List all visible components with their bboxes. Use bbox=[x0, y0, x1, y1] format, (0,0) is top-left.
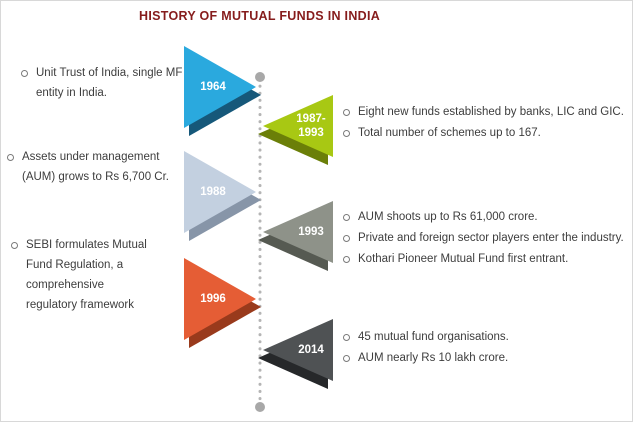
bullet-icon bbox=[11, 242, 18, 249]
arrow-2014 bbox=[258, 319, 333, 389]
notes-1964: Unit Trust of India, single MF entity in… bbox=[21, 63, 191, 104]
bullet-icon bbox=[21, 70, 28, 77]
arrow-1988 bbox=[184, 151, 261, 241]
note-item: 45 mutual fund organisations. bbox=[343, 327, 583, 347]
bullet-icon bbox=[343, 334, 350, 341]
year-label-1964: 1964 bbox=[200, 81, 226, 93]
year-label-1993: 1993 bbox=[298, 226, 324, 238]
note-item: Private and foreign sector players enter… bbox=[343, 228, 632, 248]
spine-top-dot bbox=[255, 72, 265, 82]
note-item: Total number of schemes up to 167. bbox=[343, 123, 632, 143]
note-item: SEBI formulates Mutual Fund Regulation, … bbox=[11, 235, 171, 315]
arrow-1993 bbox=[258, 201, 333, 271]
note-item: AUM nearly Rs 10 lakh crore. bbox=[343, 348, 583, 368]
bullet-icon bbox=[343, 256, 350, 263]
arrow-1964 bbox=[184, 46, 261, 136]
bullet-icon bbox=[343, 130, 350, 137]
bullet-icon bbox=[7, 154, 14, 161]
bullet-icon bbox=[343, 109, 350, 116]
year-label-1987-1993: 1987-1993 bbox=[296, 113, 326, 139]
arrow-1996 bbox=[184, 258, 261, 348]
note-item: Kothari Pioneer Mutual Fund first entran… bbox=[343, 249, 632, 269]
notes-1987-1993: Eight new funds established by banks, LI… bbox=[343, 102, 632, 144]
note-item: Eight new funds established by banks, LI… bbox=[343, 102, 632, 122]
notes-1996: SEBI formulates Mutual Fund Regulation, … bbox=[11, 235, 171, 316]
note-item: Assets under management (AUM) grows to R… bbox=[7, 147, 197, 187]
spine-bottom-dot bbox=[255, 402, 265, 412]
timeline-spine bbox=[258, 77, 262, 409]
year-label-1988: 1988 bbox=[200, 186, 226, 198]
notes-1988: Assets under management (AUM) grows to R… bbox=[7, 147, 197, 188]
note-item: AUM shoots up to Rs 61,000 crore. bbox=[343, 207, 632, 227]
note-item: Unit Trust of India, single MF entity in… bbox=[21, 63, 191, 103]
bullet-icon bbox=[343, 214, 350, 221]
year-label-1996: 1996 bbox=[200, 293, 226, 305]
notes-2014: 45 mutual fund organisations. AUM nearly… bbox=[343, 327, 583, 369]
arrow-1987-1993 bbox=[258, 95, 333, 165]
bullet-icon bbox=[343, 355, 350, 362]
bullet-icon bbox=[343, 235, 350, 242]
year-label-2014: 2014 bbox=[298, 344, 324, 356]
notes-1993: AUM shoots up to Rs 61,000 crore. Privat… bbox=[343, 207, 632, 270]
page-title: HISTORY OF MUTUAL FUNDS IN INDIA bbox=[139, 9, 381, 23]
